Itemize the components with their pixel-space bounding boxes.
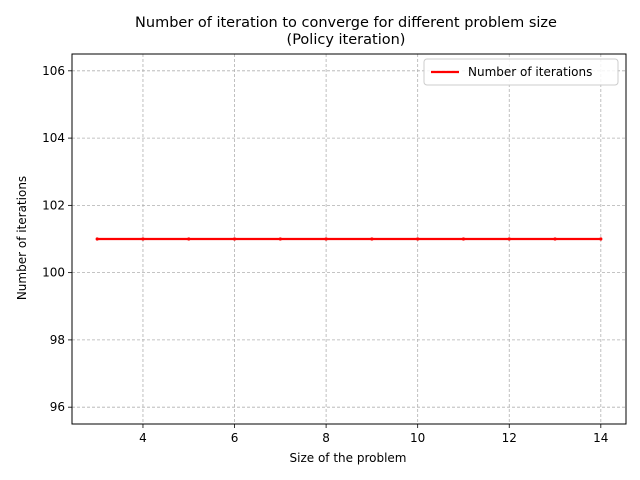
- legend-box: [423, 58, 619, 86]
- y-axis-label: Number of iterations: [15, 176, 29, 300]
- x-tick-label: 6: [231, 431, 239, 445]
- plot-frame: [71, 53, 627, 425]
- y-tick-label: 104: [42, 131, 65, 145]
- data-point: [416, 237, 420, 241]
- data-point: [553, 237, 557, 241]
- data-point: [95, 237, 99, 241]
- x-axis-label: Size of the problem: [290, 451, 407, 465]
- y-tick-label: 106: [42, 64, 65, 78]
- chart-title: Number of iteration to converge for diff…: [135, 15, 557, 31]
- legend: Number of iterations: [423, 58, 619, 86]
- chart-subtitle: (Policy iteration): [287, 32, 406, 48]
- x-tick-label: 10: [410, 431, 425, 445]
- series-layer: [95, 237, 603, 241]
- data-point: [232, 237, 237, 241]
- x-tick-label: 8: [322, 431, 330, 445]
- y-tick-label: 100: [42, 266, 65, 280]
- data-point: [141, 237, 145, 241]
- data-point: [278, 237, 282, 241]
- x-tick-label: 14: [593, 431, 608, 445]
- data-point: [507, 237, 511, 241]
- data-point: [187, 237, 191, 241]
- data-point: [324, 237, 328, 241]
- data-point: [461, 237, 466, 241]
- x-tick-label: 4: [139, 431, 147, 445]
- data-point: [599, 237, 603, 241]
- legend-label: Number of iterations: [468, 65, 592, 79]
- axes: 4 6 8 10 12 14 96 98 100 102 104 106: [42, 53, 627, 445]
- y-tick-label: 98: [50, 333, 65, 347]
- y-tick-label: 102: [42, 198, 65, 212]
- y-tick-label: 96: [50, 400, 65, 414]
- x-tick-label: 12: [502, 431, 517, 445]
- data-point: [370, 237, 374, 241]
